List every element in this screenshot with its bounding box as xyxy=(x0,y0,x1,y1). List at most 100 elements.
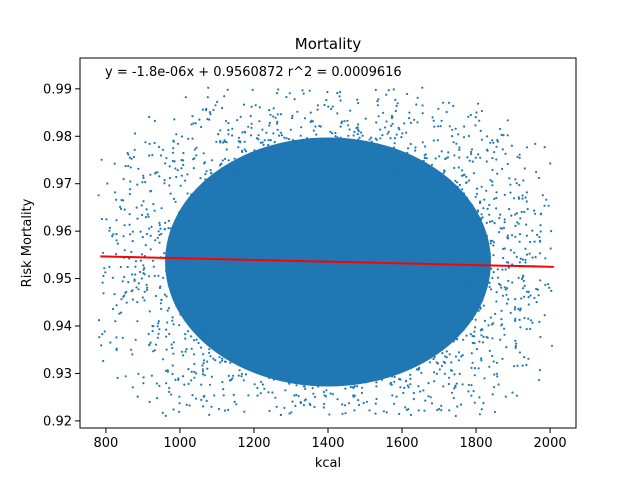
scatter-point xyxy=(492,360,495,363)
scatter-point xyxy=(148,154,151,157)
scatter-point xyxy=(145,288,149,291)
scatter-point xyxy=(481,255,485,258)
scatter-point xyxy=(529,294,532,297)
scatter-point xyxy=(249,134,253,137)
scatter-point xyxy=(326,91,329,94)
scatter-point xyxy=(362,370,365,373)
scatter-point xyxy=(159,302,162,305)
scatter-point xyxy=(396,152,399,155)
scatter-point xyxy=(274,396,277,399)
scatter-point xyxy=(263,139,266,142)
scatter-point xyxy=(353,385,356,388)
scatter-point xyxy=(430,329,433,332)
scatter-point xyxy=(470,148,474,151)
scatter-point xyxy=(202,152,205,155)
scatter-point xyxy=(233,157,236,160)
scatter-point xyxy=(306,143,309,146)
scatter-point xyxy=(154,343,158,346)
scatter-point xyxy=(223,95,226,98)
scatter-point xyxy=(186,281,189,284)
scatter-point xyxy=(303,357,306,361)
scatter-point xyxy=(404,170,407,173)
scatter-point xyxy=(141,181,144,184)
scatter-point xyxy=(172,139,175,142)
scatter-point xyxy=(294,148,297,151)
scatter-point xyxy=(398,412,401,416)
scatter-point xyxy=(455,142,458,145)
scatter-point xyxy=(511,391,514,394)
scatter-point xyxy=(412,391,415,395)
scatter-point xyxy=(418,366,421,369)
scatter-point xyxy=(431,167,434,170)
scatter-point xyxy=(297,394,300,398)
scatter-point xyxy=(152,265,155,268)
scatter-point xyxy=(196,313,199,316)
scatter-point xyxy=(456,307,459,310)
y-tick-label: 0.93 xyxy=(43,367,72,382)
scatter-point xyxy=(182,290,185,293)
scatter-point xyxy=(516,221,519,224)
scatter-point xyxy=(525,146,529,149)
scatter-point xyxy=(272,378,275,381)
scatter-point xyxy=(544,283,547,286)
scatter-point xyxy=(290,150,293,154)
scatter-point xyxy=(510,214,513,217)
scatter-point xyxy=(380,378,384,381)
scatter-point xyxy=(486,207,489,210)
scatter-point xyxy=(514,339,517,342)
scatter-point xyxy=(453,213,456,216)
scatter-point xyxy=(452,187,455,190)
scatter-point xyxy=(431,188,434,191)
scatter-point xyxy=(243,350,246,354)
scatter-point xyxy=(441,198,444,201)
scatter-point xyxy=(429,396,432,399)
scatter-point xyxy=(471,244,474,247)
scatter-point xyxy=(527,303,530,306)
scatter-point xyxy=(436,183,440,186)
scatter-point xyxy=(214,104,217,107)
scatter-point xyxy=(414,184,417,187)
x-tick-label: 800 xyxy=(93,436,118,451)
scatter-point xyxy=(476,210,480,213)
scatter-point xyxy=(154,171,157,174)
scatter-point xyxy=(512,197,516,200)
scatter-point xyxy=(174,240,177,243)
scatter-point xyxy=(165,267,168,270)
scatter-point xyxy=(314,125,317,128)
scatter-point xyxy=(141,296,144,299)
scatter-point xyxy=(539,230,542,233)
scatter-point xyxy=(227,353,230,356)
scatter-point xyxy=(358,136,361,139)
scatter-point xyxy=(529,327,532,331)
scatter-point xyxy=(464,285,467,288)
scatter-point xyxy=(438,155,441,158)
scatter-point xyxy=(323,402,326,406)
scatter-point xyxy=(311,387,314,390)
scatter-point xyxy=(366,157,369,160)
scatter-point xyxy=(229,189,232,192)
scatter-point xyxy=(201,200,204,203)
scatter-point xyxy=(212,357,215,360)
scatter-point xyxy=(430,347,433,351)
scatter-point xyxy=(478,119,481,122)
scatter-point xyxy=(467,259,470,262)
scatter-point xyxy=(187,287,190,290)
scatter-point xyxy=(537,294,540,297)
scatter-point xyxy=(504,268,507,271)
scatter-point xyxy=(491,354,494,358)
scatter-point xyxy=(227,177,230,180)
scatter-point xyxy=(485,160,488,163)
scatter-point xyxy=(170,393,173,396)
scatter-point xyxy=(424,173,427,176)
scatter-point xyxy=(460,236,464,239)
scatter-point xyxy=(448,204,451,207)
scatter-point xyxy=(265,154,268,158)
scatter-point xyxy=(436,408,439,412)
scatter-point xyxy=(254,104,257,107)
scatter-point xyxy=(210,159,213,162)
scatter-point xyxy=(331,393,334,396)
scatter-point xyxy=(473,216,476,219)
scatter-point xyxy=(288,372,292,375)
scatter-point xyxy=(124,165,127,168)
scatter-point xyxy=(482,287,485,291)
